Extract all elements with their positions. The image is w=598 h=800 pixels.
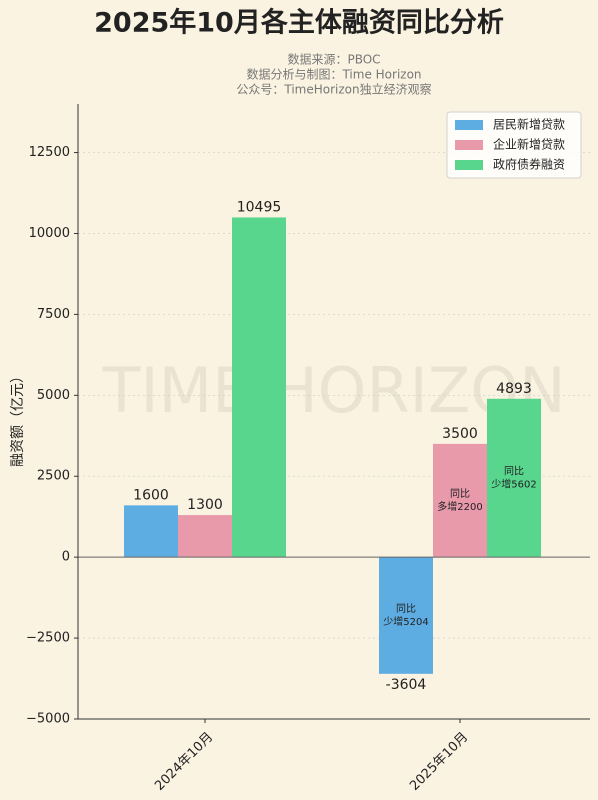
value-label: -3604 <box>386 677 427 693</box>
y-tick-label: 10000 <box>29 226 70 241</box>
value-label: 4893 <box>496 381 532 397</box>
y-tick-label: 5000 <box>37 388 70 403</box>
annotation: 少增5204 <box>383 615 428 628</box>
subtitle: 数据分析与制图：Time Horizon <box>246 67 421 82</box>
y-tick-label: 0 <box>62 550 70 565</box>
subtitle: 公众号：TimeHorizon独立经济观察 <box>236 82 431 97</box>
value-label: 10495 <box>237 199 282 215</box>
value-label: 1300 <box>187 497 223 513</box>
subtitle: 数据来源：PBOC <box>287 52 380 67</box>
bar <box>178 515 232 558</box>
legend-label: 居民新增贷款 <box>493 117 565 132</box>
annotation: 同比 <box>396 603 416 615</box>
y-axis-label: 融资额（亿元） <box>10 369 26 467</box>
annotation: 少增5602 <box>491 477 536 490</box>
annotation: 同比 <box>450 488 470 500</box>
legend-label: 企业新增贷款 <box>493 137 565 152</box>
y-tick-label: −5000 <box>26 712 70 727</box>
bar <box>379 557 433 674</box>
value-label: 3500 <box>442 426 478 442</box>
chart-title: 2025年10月各主体融资同比分析 <box>94 7 504 39</box>
bar <box>433 443 487 558</box>
y-tick-label: −2500 <box>26 631 70 646</box>
legend-swatch <box>455 160 483 170</box>
bar <box>124 505 178 558</box>
annotation: 多增2200 <box>437 500 482 513</box>
legend-swatch <box>455 140 483 150</box>
bar <box>487 398 541 558</box>
y-tick-label: 12500 <box>29 145 70 160</box>
legend-swatch <box>455 120 483 130</box>
annotation: 同比 <box>504 465 524 477</box>
legend-label: 政府债券融资 <box>493 157 565 172</box>
value-label: 1600 <box>133 487 169 503</box>
y-tick-label: 2500 <box>37 469 70 484</box>
y-tick-label: 7500 <box>37 307 70 322</box>
bar <box>232 217 286 558</box>
